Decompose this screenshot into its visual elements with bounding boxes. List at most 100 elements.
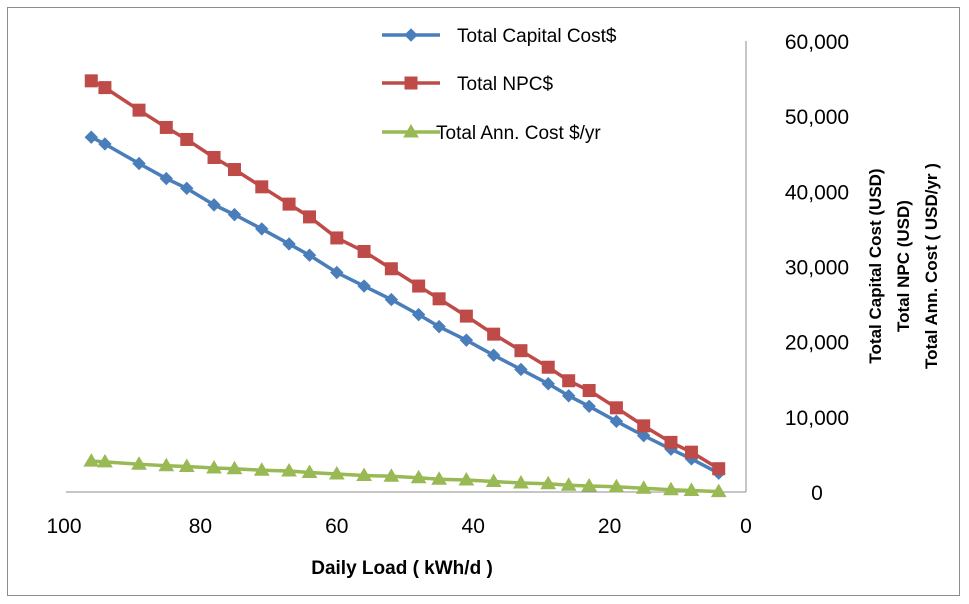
data-point xyxy=(581,477,598,492)
data-point xyxy=(83,453,100,467)
data-point xyxy=(84,130,98,144)
data-point xyxy=(356,467,372,481)
series-2 xyxy=(84,74,726,476)
data-point xyxy=(303,210,317,224)
legend-item-1: Total Capital Cost$ xyxy=(382,26,617,47)
series-1 xyxy=(84,130,726,480)
data-point xyxy=(431,471,447,485)
series-3 xyxy=(83,453,727,498)
data-point xyxy=(560,477,577,491)
data-point xyxy=(710,483,727,498)
y-tick-label: 50,000 xyxy=(785,106,849,129)
data-point xyxy=(255,180,269,194)
data-point xyxy=(636,428,651,443)
x-tick-label: 40 xyxy=(462,515,485,538)
data-point xyxy=(282,237,296,251)
data-point xyxy=(228,163,241,177)
legend: Total Capital Cost$ Total NPC$ Total Ann. … xyxy=(382,26,617,144)
data-point xyxy=(609,414,624,429)
x-axis-title: Daily Load ( kWh/d ) xyxy=(311,558,493,579)
data-point xyxy=(513,474,529,489)
x-tick-label: 60 xyxy=(325,515,348,538)
data-point xyxy=(227,207,242,222)
data-point xyxy=(541,377,555,391)
legend-label: Total NPC$ xyxy=(457,74,554,95)
y-tick-label: 20,000 xyxy=(785,332,849,355)
data-point xyxy=(159,171,174,186)
legend-item-2: Total NPC$ xyxy=(382,74,554,95)
data-point xyxy=(637,419,651,433)
data-point xyxy=(432,319,446,334)
data-point xyxy=(357,244,371,258)
data-point xyxy=(282,197,296,211)
series-line xyxy=(90,135,720,475)
data-point xyxy=(158,457,175,472)
data-point xyxy=(514,344,528,358)
y-tick-label: 10,000 xyxy=(785,407,849,430)
data-point xyxy=(180,132,194,146)
data-point xyxy=(301,464,318,478)
data-point xyxy=(207,198,221,212)
data-point xyxy=(281,462,297,477)
data-point xyxy=(487,327,501,341)
data-point xyxy=(541,360,555,374)
data-point xyxy=(412,279,426,293)
data-point xyxy=(635,480,652,494)
data-point xyxy=(131,456,147,470)
data-point xyxy=(178,458,195,472)
x-tick-labels: 100 80 60 40 20 0 xyxy=(46,515,751,538)
x-tick-label: 100 xyxy=(46,515,81,538)
y-axis-title: Total Capital Cost (USD) Total NPC (USD)… xyxy=(866,163,941,369)
data-point xyxy=(663,481,679,496)
data-point xyxy=(180,181,194,196)
data-point xyxy=(432,292,446,306)
data-point xyxy=(383,468,400,482)
data-point xyxy=(207,151,221,165)
data-point xyxy=(514,362,528,377)
data-point xyxy=(608,478,625,493)
data-point xyxy=(404,76,418,90)
data-point xyxy=(411,307,426,322)
data-point xyxy=(404,28,418,42)
y-tick-label: 40,000 xyxy=(785,181,849,204)
data-point xyxy=(540,475,557,490)
data-point xyxy=(159,120,173,134)
series-group xyxy=(83,74,727,498)
data-point xyxy=(582,399,596,414)
x-tick-label: 20 xyxy=(598,515,621,538)
data-point xyxy=(485,473,502,487)
data-point xyxy=(206,459,222,474)
y-tick-label: 30,000 xyxy=(785,257,849,280)
data-point xyxy=(458,471,475,486)
data-point xyxy=(561,389,576,403)
legend-label: Total Ann. Cost $/yr xyxy=(436,123,601,144)
data-point xyxy=(98,81,112,95)
x-tick-label: 0 xyxy=(740,515,752,538)
data-point xyxy=(683,482,700,496)
data-point xyxy=(328,465,345,480)
y-tick-label: 0 xyxy=(811,482,823,505)
y-axis-title-line-3: Total Ann. Cost ( USD/yr ) xyxy=(922,163,941,369)
data-point xyxy=(84,74,98,88)
data-point xyxy=(664,435,678,449)
chart-frame xyxy=(7,7,960,596)
data-point xyxy=(330,265,344,280)
data-point xyxy=(226,460,243,475)
data-point xyxy=(384,262,398,276)
data-point xyxy=(255,222,269,236)
y-tick-labels: 0 10,000 20,000 30,000 40,000 50,000 60,000 xyxy=(785,31,849,505)
data-point xyxy=(486,348,501,362)
data-point xyxy=(582,384,596,398)
data-point xyxy=(302,248,317,262)
data-point xyxy=(410,469,427,484)
data-point xyxy=(357,279,371,293)
data-point xyxy=(98,137,112,151)
data-point xyxy=(609,401,623,415)
y-axis-title-line-1: Total Capital Cost (USD) xyxy=(866,168,885,363)
data-point xyxy=(97,453,113,468)
data-point xyxy=(132,156,146,171)
legend-label: Total Capital Cost$ xyxy=(457,26,617,47)
legend-item-3: Total Ann. Cost $/yr xyxy=(382,123,601,144)
data-point xyxy=(684,445,698,459)
